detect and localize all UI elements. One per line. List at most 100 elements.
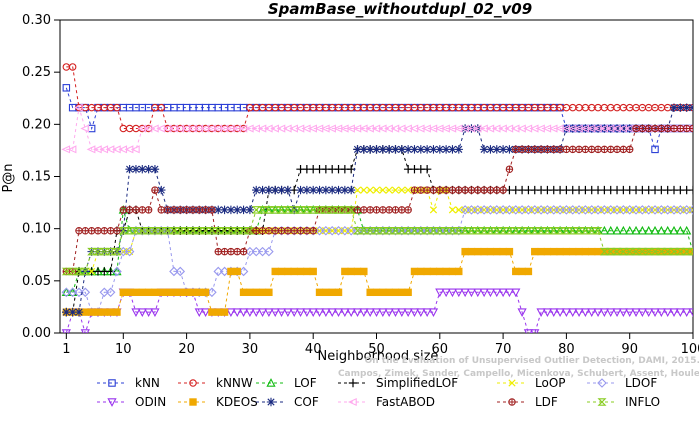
data-point-inflo bbox=[144, 227, 154, 235]
data-point-cof bbox=[416, 145, 426, 154]
data-point-kdeos bbox=[106, 308, 115, 316]
data-point-inflo bbox=[555, 227, 565, 235]
data-point-kdeos bbox=[493, 247, 501, 256]
data-point-ldof bbox=[150, 225, 160, 236]
data-point-ldf bbox=[436, 186, 444, 194]
data-point-kdeos bbox=[366, 288, 374, 297]
data-point-ldof bbox=[466, 205, 477, 215]
data-point-odin bbox=[637, 308, 647, 317]
data-point-ldf bbox=[132, 206, 140, 214]
data-point-ldof bbox=[479, 205, 489, 215]
data-point-odin bbox=[460, 288, 470, 298]
data-point-lof bbox=[599, 225, 609, 235]
data-point-ldof bbox=[403, 225, 413, 236]
data-point-inflo bbox=[466, 227, 476, 235]
data-point-cof bbox=[271, 185, 280, 195]
data-point-kdeos bbox=[252, 288, 260, 297]
data-point-kdeos bbox=[455, 267, 463, 276]
series-knnw bbox=[62, 63, 693, 133]
data-point-ldf bbox=[448, 186, 457, 194]
data-point-knn bbox=[62, 84, 71, 92]
data-point-odin bbox=[359, 308, 369, 317]
data-point-cof bbox=[309, 185, 318, 195]
data-point-ldof bbox=[359, 225, 369, 236]
data-point-ldf bbox=[543, 145, 552, 154]
data-point-ldof bbox=[662, 205, 673, 215]
data-point-simplifiedlof bbox=[688, 185, 693, 195]
data-point-odin bbox=[454, 288, 464, 298]
data-point-inflo bbox=[245, 227, 255, 235]
data-point-ldf bbox=[239, 247, 248, 256]
data-point-ldf bbox=[429, 186, 438, 194]
data-point-odin bbox=[447, 288, 458, 298]
data-point-ldf bbox=[119, 206, 128, 214]
data-point-inflo bbox=[80, 267, 90, 276]
data-point-kdeos bbox=[258, 288, 267, 297]
legend-label-odin: ODIN bbox=[135, 395, 166, 409]
data-point-kdeos bbox=[113, 308, 121, 316]
data-point-odin bbox=[599, 308, 609, 317]
data-point-inflo bbox=[277, 206, 287, 214]
legend-item-simplifiedlof: SimplifiedLOF bbox=[338, 376, 458, 390]
data-point-kdeos bbox=[353, 267, 362, 276]
data-point-ldf bbox=[423, 186, 431, 194]
legend-label-fastabod: FastABOD bbox=[376, 395, 435, 409]
data-point-ldof bbox=[624, 205, 635, 215]
data-point-odin bbox=[517, 308, 527, 317]
data-point-odin bbox=[492, 288, 502, 298]
data-point-kdeos bbox=[575, 247, 583, 256]
data-point-ldf bbox=[157, 206, 166, 214]
y-tick-label: 0.10 bbox=[22, 222, 51, 237]
data-point-cof bbox=[258, 185, 267, 195]
data-point-cof bbox=[138, 164, 147, 174]
data-point-odin bbox=[428, 308, 439, 317]
data-point-ldf bbox=[512, 145, 520, 154]
data-point-cof bbox=[359, 145, 369, 154]
data-point-inflo bbox=[378, 227, 388, 235]
data-point-kdeos bbox=[265, 288, 273, 297]
data-point-inflo bbox=[213, 227, 223, 235]
data-point-kdeos bbox=[512, 267, 520, 276]
data-point-inflo bbox=[365, 227, 375, 235]
series-line-knnw bbox=[66, 66, 693, 129]
data-point-ldof bbox=[105, 287, 116, 298]
data-point-odin bbox=[251, 308, 261, 317]
data-point-inflo bbox=[289, 206, 299, 214]
data-point-ldf bbox=[360, 206, 368, 214]
series-line-knn bbox=[65, 87, 693, 152]
data-point-kdeos bbox=[189, 288, 197, 297]
data-point-odin bbox=[650, 308, 660, 317]
data-point-inflo bbox=[112, 247, 122, 256]
data-point-ldf bbox=[417, 186, 425, 194]
data-point-ldf bbox=[372, 206, 381, 214]
x-tick-label: 60 bbox=[432, 342, 449, 357]
data-point-kdeos bbox=[581, 247, 590, 256]
data-point-inflo bbox=[359, 227, 369, 235]
data-point-inflo bbox=[226, 227, 236, 235]
data-point-ldof bbox=[124, 246, 135, 257]
data-point-loop bbox=[385, 186, 393, 194]
data-point-kdeos bbox=[385, 288, 393, 297]
data-point-kdeos bbox=[303, 267, 311, 276]
data-point-ldof bbox=[681, 205, 692, 215]
series-ldof bbox=[61, 205, 693, 317]
data-point-inflo bbox=[403, 227, 413, 235]
data-point-ldf bbox=[562, 145, 571, 154]
data-point-cof bbox=[340, 185, 350, 195]
data-point-odin bbox=[276, 308, 287, 317]
data-point-ldof bbox=[112, 266, 122, 277]
data-point-inflo bbox=[599, 247, 609, 256]
series-kdeos bbox=[62, 247, 693, 316]
legend-item-lof: LOF bbox=[256, 376, 317, 390]
data-point-kdeos bbox=[315, 288, 324, 297]
data-point-ldof bbox=[631, 205, 641, 215]
data-point-ldf bbox=[271, 227, 279, 235]
data-point-kdeos bbox=[461, 247, 469, 256]
data-point-inflo bbox=[454, 227, 464, 235]
data-point-ldf bbox=[486, 186, 495, 194]
data-point-inflo bbox=[327, 206, 337, 214]
data-point-odin bbox=[289, 308, 299, 317]
data-point-odin bbox=[352, 308, 363, 317]
data-point-kdeos bbox=[100, 308, 109, 316]
data-point-ldf bbox=[682, 124, 691, 133]
